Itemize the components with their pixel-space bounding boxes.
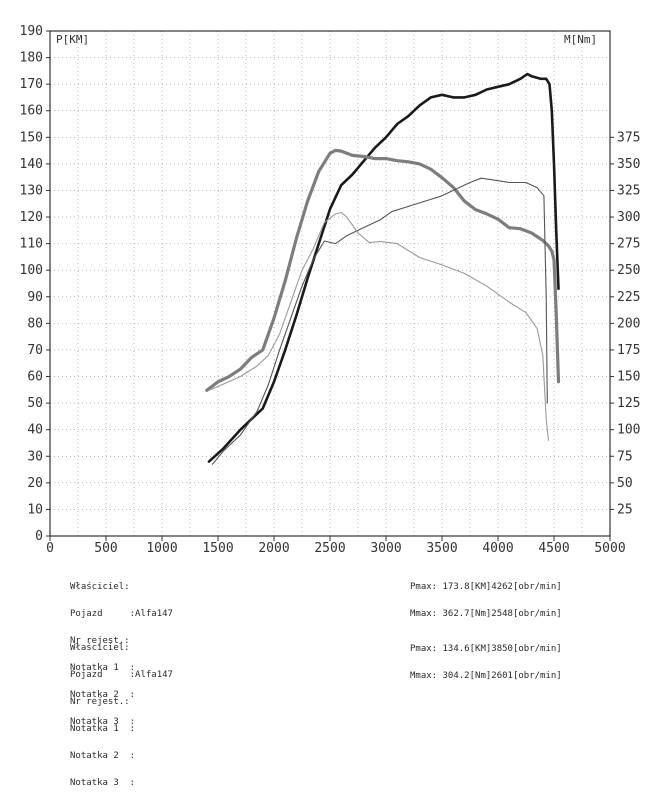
left-tick-label: 20 — [27, 476, 43, 491]
x-tick-label: 3000 — [370, 541, 401, 556]
mmax-value: Mmax: 362.7[Nm]2548[obr/min] — [410, 609, 562, 619]
left-tick-label: 70 — [27, 343, 43, 358]
info-line: Właściciel: — [70, 582, 130, 592]
right-tick-label: 300 — [617, 210, 640, 225]
right-tick-label: 200 — [617, 316, 640, 331]
right-tick-label: 375 — [617, 130, 640, 145]
left-tick-label: 180 — [20, 51, 43, 66]
x-tick-label: 4000 — [482, 541, 513, 556]
left-tick-label: 30 — [27, 449, 43, 464]
right-tick-label: 75 — [617, 449, 633, 464]
series-line-2 — [205, 148, 561, 392]
left-axis-label: P[KM] — [56, 33, 89, 46]
left-tick-label: 100 — [20, 263, 43, 278]
right-tick-label: 350 — [617, 157, 640, 172]
right-tick-label: 325 — [617, 183, 640, 198]
x-tick-label: 500 — [94, 541, 117, 556]
left-tick-label: 190 — [20, 24, 43, 39]
x-tick-label: 2500 — [314, 541, 345, 556]
left-tick-label: 160 — [20, 104, 43, 119]
x-axis-ticks: 0 500 1000 1500 2000 2500 3000 3500 4000 4500 5000 — [46, 536, 626, 556]
right-tick-label: 225 — [617, 290, 640, 305]
x-tick-label: 5000 — [594, 541, 625, 556]
curves — [205, 72, 561, 465]
pmax-value: Pmax: 134.6[KM]3850[obr/min] — [410, 644, 562, 654]
left-tick-label: 140 — [20, 157, 43, 172]
right-tick-label: 150 — [617, 370, 640, 385]
right-tick-label: 175 — [617, 343, 640, 358]
series-line-1 — [207, 72, 560, 463]
info-line: Nr rejest.: — [70, 636, 130, 646]
mmax-value: Mmax: 304.2[Nm]2601[obr/min] — [410, 671, 562, 681]
left-axis-ticks: 0 10 20 30 40 50 60 70 80 90 100 110 120 130 140 150 160… — [20, 24, 50, 544]
max-values-1: Pmax: 173.8[KM]4262[obr/min] Mmax: 362.7… — [410, 565, 562, 628]
right-axis-ticks: 25 50 75 100 125 150 175 200 225 250 275 300 325 350 3… — [610, 130, 640, 517]
right-tick-label: 100 — [617, 423, 640, 438]
info-line: Notatka 1 : — [70, 663, 136, 673]
x-tick-label: 1000 — [146, 541, 177, 556]
left-tick-label: 120 — [20, 210, 43, 225]
right-tick-label: 50 — [617, 476, 633, 491]
grid — [50, 30, 610, 536]
info-line: Notatka 2 : — [70, 690, 136, 700]
right-tick-label: 125 — [617, 396, 640, 411]
max-values-2: Pmax: 134.6[KM]3850[obr/min] Mmax: 304.2… — [410, 627, 562, 690]
x-tick-label: 3500 — [426, 541, 457, 556]
dyno-chart: 0 500 1000 1500 2000 2500 3000 3500 4000 4500 5000… — [20, 24, 641, 556]
right-axis-label: M[Nm] — [564, 33, 597, 46]
pmax-value: Pmax: 173.8[KM]4262[obr/min] — [410, 582, 562, 592]
info-line: Pojazd :Alfa147 — [70, 609, 173, 619]
x-tick-label: 1500 — [202, 541, 233, 556]
x-tick-label: 0 — [46, 541, 54, 556]
info-line: Notatka 3 : — [70, 717, 136, 727]
x-tick-label: 4500 — [538, 541, 569, 556]
left-tick-label: 60 — [27, 370, 43, 385]
right-tick-label: 275 — [617, 237, 640, 252]
x-tick-label: 2000 — [258, 541, 289, 556]
left-tick-label: 10 — [27, 502, 43, 517]
info-block-2: Właściciel: Pojazd :Alfa147 Nr rejest.: … — [70, 626, 173, 797]
info-line: Właściciel: — [70, 643, 130, 653]
left-tick-label: 130 — [20, 183, 43, 198]
right-tick-label: 250 — [617, 263, 640, 278]
left-tick-label: 80 — [27, 316, 43, 331]
series-line-3 — [211, 177, 548, 465]
info-line: Nr rejest.: — [70, 697, 130, 707]
series-line-4 — [208, 212, 549, 441]
left-tick-label: 110 — [20, 237, 43, 252]
left-tick-label: 150 — [20, 130, 43, 145]
left-tick-label: 0 — [35, 529, 43, 544]
left-tick-label: 170 — [20, 77, 43, 92]
left-tick-label: 50 — [27, 396, 43, 411]
info-block-1: Właściciel: Pojazd :Alfa147 Nr rejest.: … — [70, 565, 173, 736]
info-line: Notatka 2 : — [70, 751, 136, 761]
right-tick-label: 25 — [617, 502, 633, 517]
info-line: Notatka 1 : — [70, 724, 136, 734]
info-line: Notatka 3 : — [70, 778, 136, 788]
left-tick-label: 90 — [27, 290, 43, 305]
left-tick-label: 40 — [27, 423, 43, 438]
info-line: Pojazd :Alfa147 — [70, 670, 173, 680]
